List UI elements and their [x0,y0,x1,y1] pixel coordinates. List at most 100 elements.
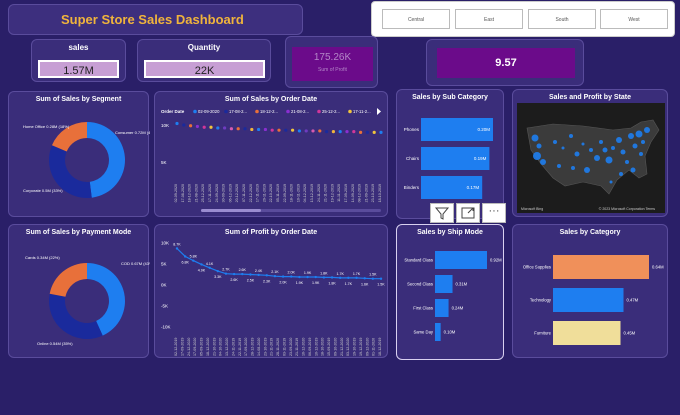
map-bubble[interactable] [619,172,623,176]
map-bubble[interactable] [605,156,613,164]
legend-item[interactable]: 18-12-2... [260,109,278,114]
segment-slice-corporate[interactable] [49,145,92,198]
scrollbar-thumb[interactable] [201,209,261,212]
map-bubble[interactable] [574,151,580,157]
profit-point[interactable] [330,276,334,279]
scatter-point[interactable] [325,130,329,134]
scatter-point[interactable] [175,121,179,126]
legend-item[interactable]: 17-11-2... [353,109,371,114]
map-bubble[interactable] [620,149,626,155]
map-bubble[interactable] [561,146,565,150]
profit-point[interactable] [192,259,195,262]
scatter-point[interactable] [291,128,295,132]
ship-mode-bar[interactable] [435,299,449,317]
ship-mode-bar[interactable] [435,275,453,293]
map-bubble[interactable] [616,137,622,143]
profit-point[interactable] [175,247,179,250]
scatter-point[interactable] [365,130,369,134]
filter-icon[interactable] [430,203,454,223]
subcategory-bar[interactable] [421,147,490,170]
profit-point[interactable] [249,273,252,276]
map-bubble[interactable] [641,140,645,144]
profit-point[interactable] [379,277,383,280]
map-bubble[interactable] [644,127,650,133]
map-bubble[interactable] [581,142,585,146]
payment-slice-online[interactable] [49,293,103,339]
slicer-east[interactable]: East [455,9,523,29]
profit-point[interactable] [306,275,309,279]
scatter-point[interactable] [229,127,233,131]
profit-point[interactable] [200,263,203,266]
scatter-point[interactable] [277,128,281,132]
profit-point[interactable] [257,273,260,277]
profit-point[interactable] [290,275,293,278]
profit-point[interactable] [216,269,219,273]
profit-point[interactable] [224,272,228,275]
scatter-point[interactable] [202,125,206,129]
map-bubble[interactable] [584,167,590,173]
legend-item[interactable]: 02-09-2020 [198,109,220,114]
scatter-point[interactable] [216,126,220,130]
scatter-point[interactable] [318,129,322,133]
scatter-point[interactable] [304,129,308,133]
map-bubble[interactable] [533,152,541,160]
legend-item[interactable]: 17-08-2... [229,109,247,114]
map-bubble[interactable] [639,152,643,156]
slicer-west[interactable]: West [600,9,668,29]
segment-slice-home-office[interactable] [51,122,87,152]
scatter-point[interactable] [270,128,274,132]
profit-point[interactable] [314,275,317,279]
profit-line[interactable] [176,248,381,280]
legend-next-icon[interactable] [377,108,381,115]
scatter-point[interactable] [338,130,342,134]
profit-point[interactable] [281,275,285,278]
profit-point[interactable] [241,272,244,276]
focus-mode-icon[interactable] [456,203,480,223]
scatter-point[interactable] [311,129,315,133]
map-bubble[interactable] [594,155,600,161]
map-bubble[interactable] [602,147,608,153]
category-bar[interactable] [553,255,649,279]
subcategory-bar[interactable] [421,118,493,141]
payment-slice-cod[interactable] [87,263,125,336]
profit-point[interactable] [355,276,358,280]
profit-point[interactable] [273,274,277,278]
map-bubble[interactable] [609,180,613,184]
scatter-point[interactable] [236,127,240,131]
map-bubble[interactable] [553,140,557,144]
map-bubble[interactable] [569,134,573,138]
map-bubble[interactable] [625,160,629,164]
map-bubble[interactable] [628,133,634,139]
map-bubble[interactable] [635,130,643,138]
profit-point[interactable] [265,274,268,277]
scatter-point[interactable] [284,128,288,132]
scatter-point[interactable] [209,125,213,129]
subcategory-bar[interactable] [421,176,483,199]
scatter-point[interactable] [189,124,193,128]
map-bubble[interactable] [630,167,636,173]
map-bubble[interactable] [589,148,593,152]
profit-point[interactable] [347,276,350,280]
scatter-point[interactable] [243,127,247,131]
map-bubble[interactable] [540,159,546,165]
scatter-point[interactable] [359,130,363,134]
scatter-point[interactable] [263,127,267,132]
map-bubble[interactable] [611,146,615,150]
scatter-point[interactable] [182,123,186,127]
scatter-point[interactable] [257,127,261,132]
scatter-point[interactable] [379,130,383,134]
us-map[interactable] [513,90,669,218]
profit-point[interactable] [363,277,366,280]
map-bubble[interactable] [599,140,603,144]
map-bubble[interactable] [557,164,561,168]
map-bubble[interactable] [536,143,542,149]
profit-point[interactable] [298,275,301,279]
profit-point[interactable] [322,276,326,279]
scatter-point[interactable] [195,124,199,129]
profit-point[interactable] [371,277,375,280]
scatter-point[interactable] [345,130,349,134]
profit-point[interactable] [183,255,187,258]
map-bubble[interactable] [632,143,638,149]
map-bubble[interactable] [531,134,539,142]
legend-item[interactable]: 21-08-2... [291,109,309,114]
